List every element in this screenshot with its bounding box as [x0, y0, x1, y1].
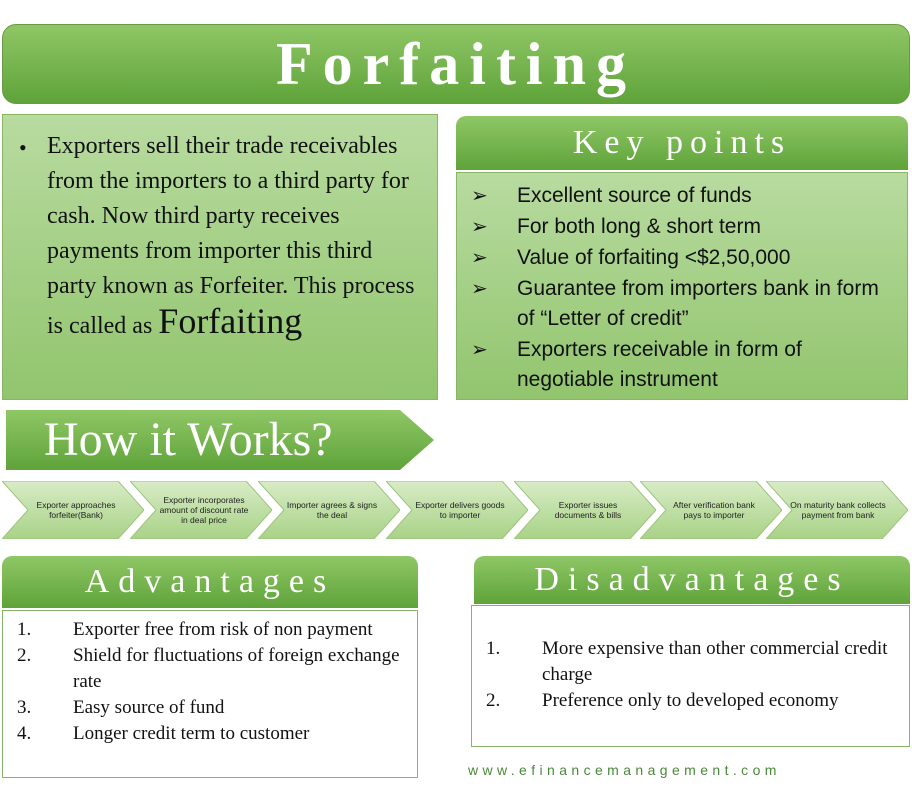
key-point-item: ➢ Exporters receivable in form of negotia…: [471, 335, 893, 395]
arrow-bullet-icon: ➢: [471, 185, 488, 207]
list-text: Preference only to developed economy: [542, 690, 839, 711]
intro-paragraph: Exporters sell their trade receivables f…: [47, 129, 423, 344]
list-text: Shield for fluctuations of foreign excha…: [73, 645, 400, 692]
key-point-text: For both long & short term: [517, 215, 761, 238]
list-number: 1.: [486, 638, 501, 659]
list-text: Longer credit term to customer: [73, 723, 310, 744]
key-point-text: Value of forfaiting <$2,50,000: [517, 246, 791, 269]
intro-box: • Exporters sell their trade receivables…: [2, 114, 438, 400]
list-text: Exporter free from risk of non payment: [73, 619, 373, 640]
disadvantages-header: Disadvantages: [474, 556, 910, 604]
banner-arrow-shape: [6, 410, 434, 470]
list-item: 1. Exporter free from risk of non payment: [17, 617, 403, 643]
process-step: After verification bank pays to importer: [638, 480, 783, 540]
key-point-item: ➢ Value of forfaiting <$2,50,000: [471, 243, 893, 273]
step-text: Exporter issues documents & bills: [554, 500, 622, 520]
process-step: On maturity bank collects payment from b…: [764, 480, 909, 540]
list-item: 2. Preference only to developed economy: [486, 688, 895, 714]
list-item: 2. Shield for fluctuations of foreign exc…: [17, 643, 403, 695]
disadvantages-list: 1. More expensive than other commercial c…: [471, 605, 910, 747]
arrow-bullet-icon: ➢: [471, 278, 488, 300]
step-text: Importer agrees & signs the deal: [286, 500, 378, 520]
intro-text: Exporters sell their trade receivables f…: [47, 133, 415, 339]
key-points-title: Key points: [572, 124, 792, 161]
key-point-item: ➢ Excellent source of funds: [471, 181, 893, 211]
list-number: 2.: [17, 645, 32, 666]
key-point-item: ➢ For both long & short term: [471, 212, 893, 242]
step-text: After verification bank pays to importer: [673, 500, 755, 520]
list-item: 4. Longer credit term to customer: [17, 721, 403, 747]
title-banner: Forfaiting: [2, 24, 910, 104]
how-it-works-title: How it Works?: [44, 413, 333, 466]
list-number: 4.: [17, 723, 32, 744]
arrow-bullet-icon: ➢: [471, 247, 488, 269]
list-text: Easy source of fund: [73, 697, 225, 718]
list-number: 3.: [17, 697, 32, 718]
intro-highlight: Forfaiting: [158, 301, 303, 341]
list-number: 1.: [17, 619, 32, 640]
step-text: Exporter incorporates amount of discount…: [159, 495, 249, 525]
how-it-works-banner: How it Works?: [6, 410, 434, 470]
step-text: On maturity bank collects payment from b…: [790, 500, 886, 520]
key-point-text: Exporters receivable in form of negotiab…: [517, 338, 802, 391]
process-step: Exporter issues documents & bills: [512, 480, 657, 540]
arrow-bullet-icon: ➢: [471, 216, 488, 238]
list-item: 3. Easy source of fund: [17, 695, 403, 721]
key-point-text: Guarantee from importers bank in form of…: [517, 277, 879, 330]
advantages-title: Advantages: [84, 563, 336, 600]
advantages-list: 1. Exporter free from risk of non payment…: [2, 610, 418, 778]
disadvantages-title: Disadvantages: [534, 561, 850, 598]
process-step: Exporter approaches forfeiter(Bank): [0, 480, 145, 540]
key-point-text: Excellent source of funds: [517, 184, 752, 207]
page-title: Forfaiting: [276, 30, 636, 97]
list-text: More expensive than other commercial cre…: [542, 638, 888, 685]
list-item: 1. More expensive than other commercial c…: [486, 636, 895, 688]
arrow-bullet-icon: ➢: [471, 339, 488, 361]
key-point-item: ➢ Guarantee from importers bank in form o…: [471, 274, 893, 334]
list-number: 2.: [486, 690, 501, 711]
key-points-box: ➢ Excellent source of funds ➢ For both lon…: [456, 172, 908, 400]
process-step: Importer agrees & signs the deal: [256, 480, 401, 540]
step-text: Exporter delivers goods to importer: [415, 500, 505, 520]
key-points-header: Key points: [456, 116, 908, 170]
step-text: Exporter approaches forfeiter(Bank): [36, 500, 116, 520]
advantages-header: Advantages: [2, 556, 418, 608]
process-step: Exporter incorporates amount of discount…: [128, 480, 273, 540]
footer-website: www.efinancemanagement.com: [468, 762, 781, 778]
intro-bullet: •: [19, 135, 27, 160]
process-step: Exporter delivers goods to importer: [384, 480, 529, 540]
